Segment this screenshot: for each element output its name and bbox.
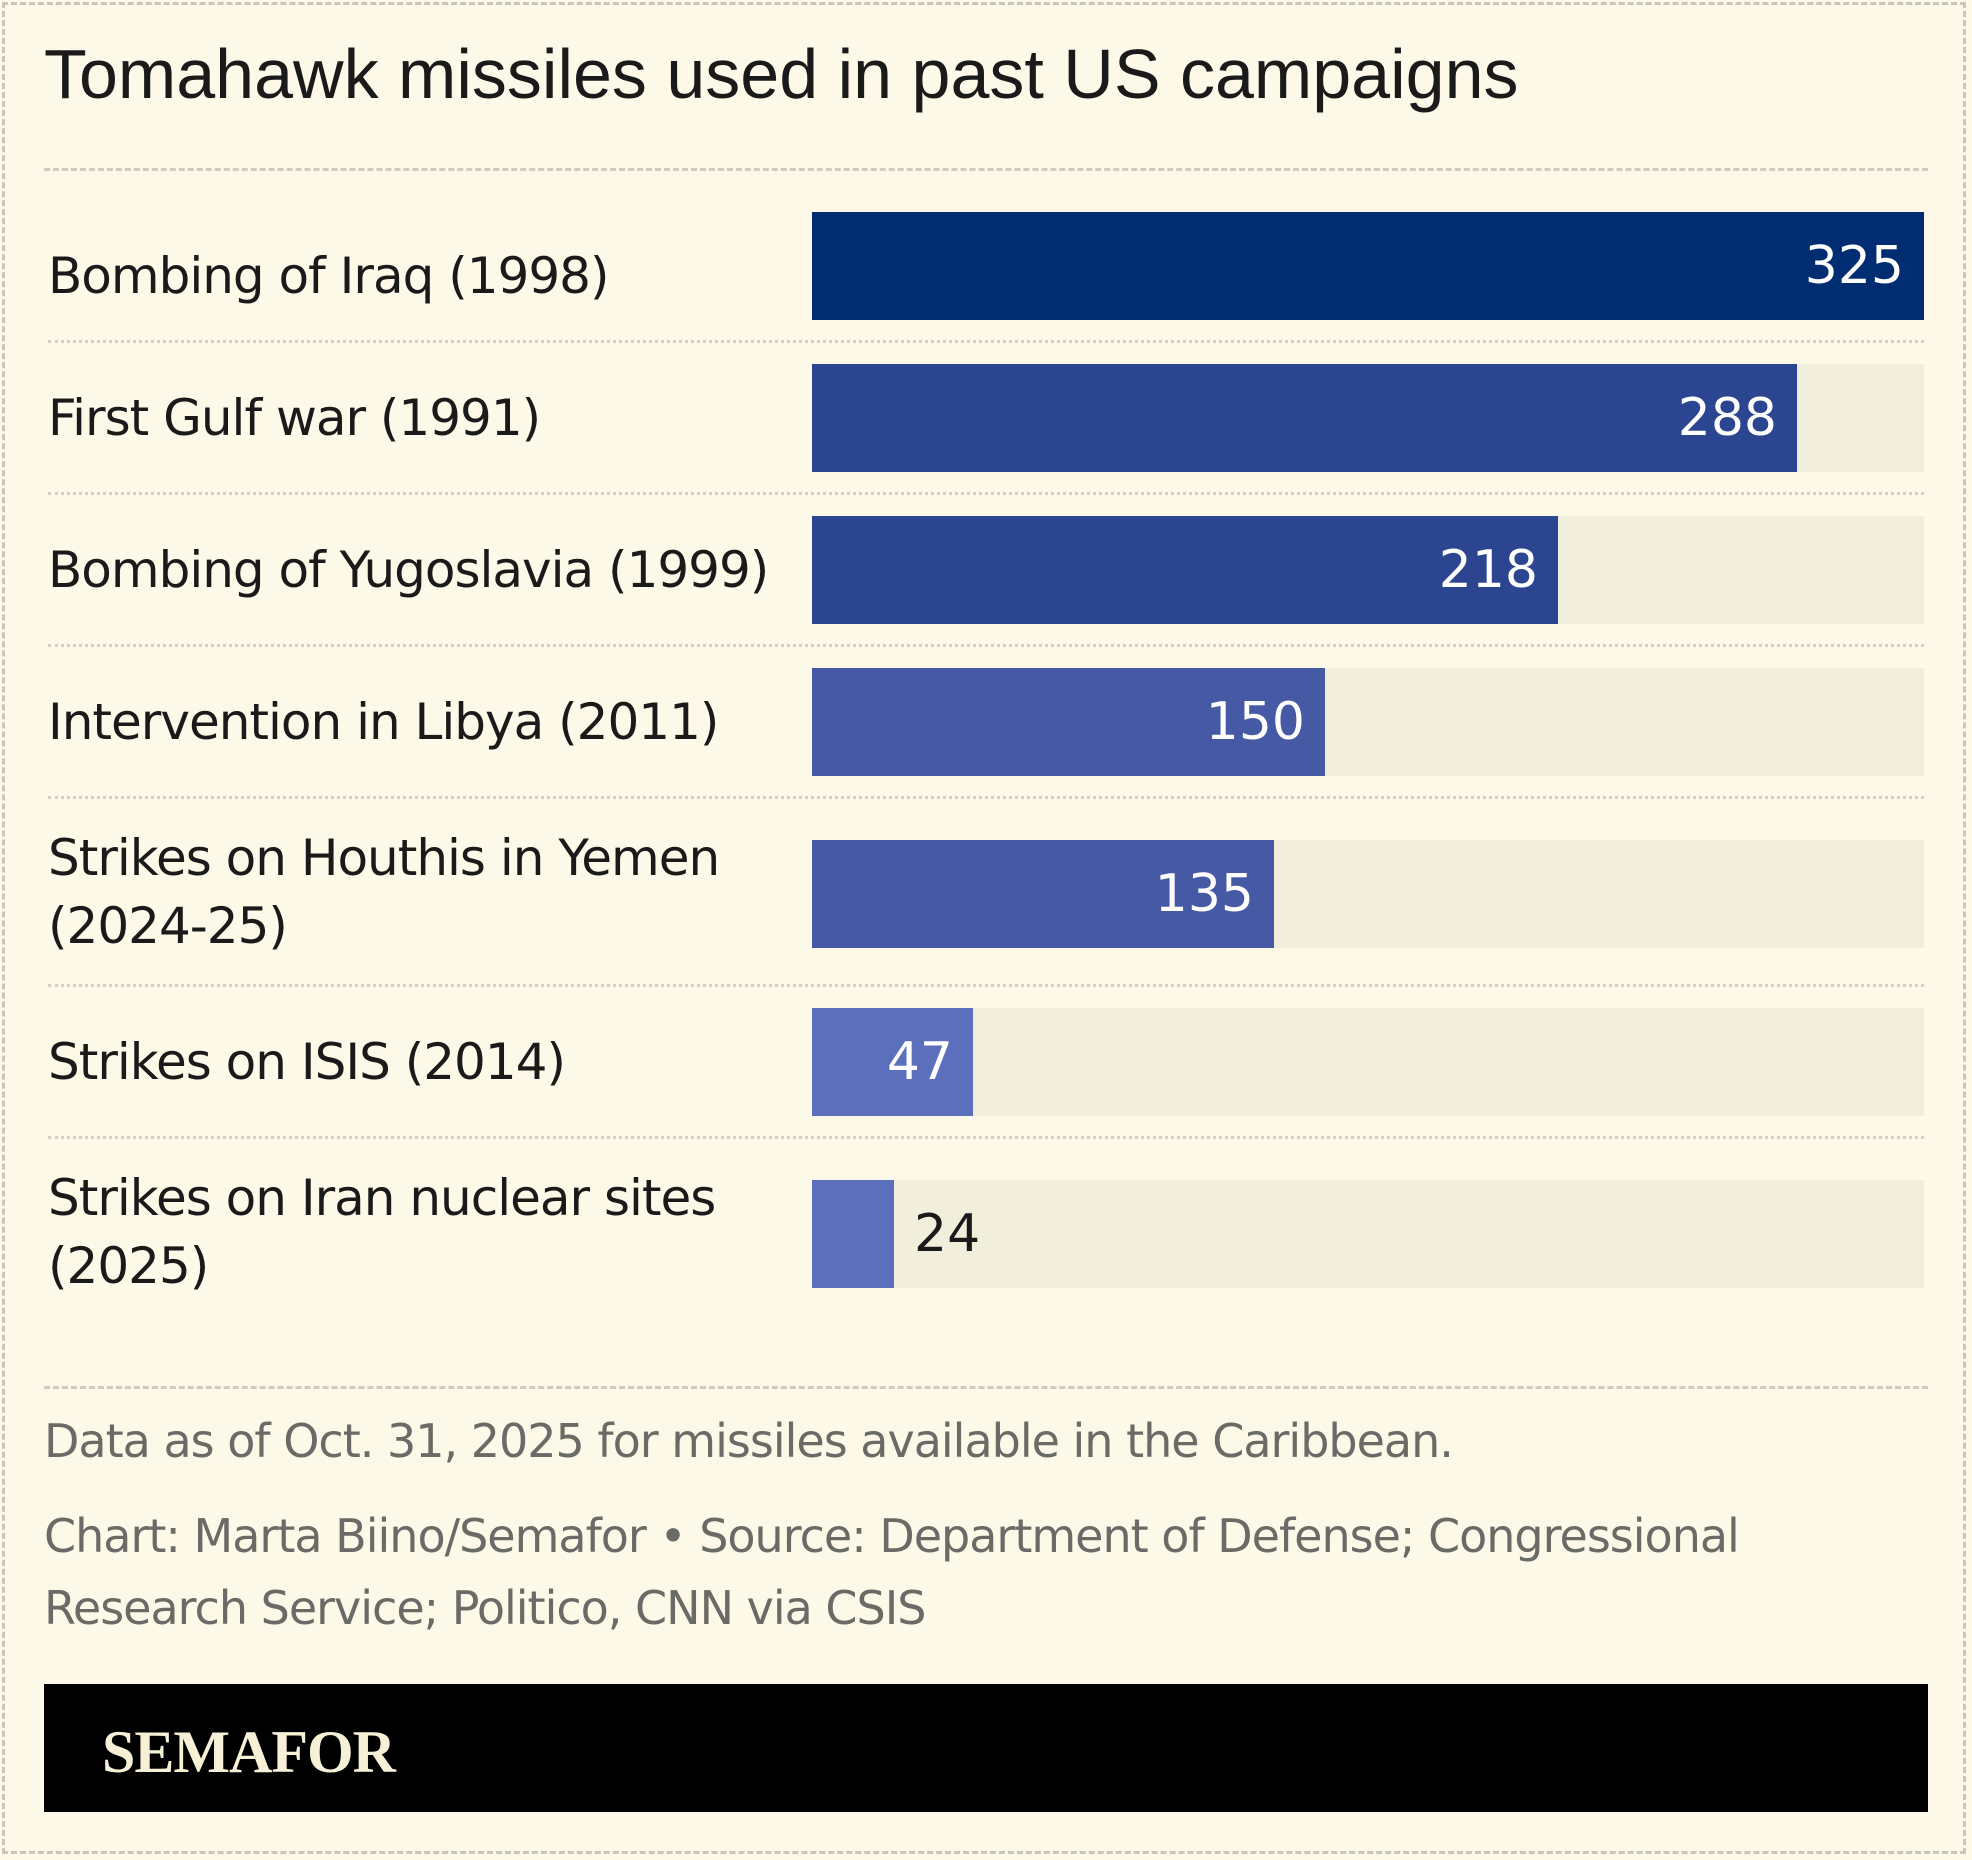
bar-value-label: 24: [914, 1204, 981, 1264]
row-separator: [48, 1136, 1924, 1139]
semafor-logo: SEMAFOR: [102, 1719, 396, 1785]
row-separator: [48, 644, 1924, 647]
category-label: Strikes on Houthis in Yemen (2024-25): [48, 829, 720, 955]
bar-track: 218: [812, 516, 1924, 624]
bar-track: 47: [812, 1008, 1924, 1116]
bar-value-label: 218: [1438, 540, 1538, 600]
bar: [812, 668, 1325, 776]
bar-value-label: 47: [886, 1032, 953, 1092]
bar-row: Bombing of Iraq (1998) 325: [48, 212, 1924, 320]
brand-footer: SEMAFOR: [44, 1684, 1928, 1812]
bar-row: Intervention in Libya (2011) 150: [48, 668, 1924, 776]
category-label: First Gulf war (1991): [48, 389, 541, 447]
header-divider: [44, 168, 1928, 171]
bar-value-label: 135: [1154, 864, 1254, 924]
category-label: Strikes on Iran nuclear sites (2025): [48, 1169, 716, 1295]
bar: [812, 840, 1274, 948]
bar: [812, 364, 1797, 472]
bar-value-label: 288: [1677, 388, 1777, 448]
data-note: Data as of Oct. 31, 2025 for missiles av…: [44, 1414, 1454, 1468]
bar: [812, 1180, 894, 1288]
bar-value-label: 325: [1804, 236, 1904, 296]
bar-track: 325: [812, 212, 1924, 320]
row-separator: [48, 796, 1924, 799]
bar-row: Strikes on Iran nuclear sites (2025) 24: [48, 1169, 1924, 1295]
chart-title: Tomahawk missiles used in past US campai…: [44, 35, 1519, 113]
category-label: Bombing of Iraq (1998): [48, 247, 609, 305]
bar-row: First Gulf war (1991) 288: [48, 364, 1924, 472]
row-separator: [48, 340, 1924, 343]
bar-track: 150: [812, 668, 1924, 776]
category-label: Strikes on ISIS (2014): [48, 1033, 566, 1091]
bar-row: Strikes on ISIS (2014) 47: [48, 1008, 1924, 1116]
bar-value-label: 150: [1205, 692, 1305, 752]
category-label: Bombing of Yugoslavia (1999): [48, 541, 769, 599]
bar-row: Bombing of Yugoslavia (1999) 218: [48, 516, 1924, 624]
bar-track: 288: [812, 364, 1924, 472]
bar-track: 135: [812, 840, 1924, 948]
source-credit: Chart: Marta Biino/Semafor • Source: Dep…: [44, 1509, 1740, 1635]
row-separator: [48, 492, 1924, 495]
bar: [812, 516, 1558, 624]
bar-track: 24: [812, 1180, 1924, 1288]
bar: [812, 1008, 973, 1116]
category-label: Intervention in Libya (2011): [48, 693, 719, 751]
bar-row: Strikes on Houthis in Yemen (2024-25) 135: [48, 829, 1924, 955]
footer-divider: [44, 1386, 1928, 1389]
bar: [812, 212, 1924, 320]
row-separator: [48, 984, 1924, 987]
